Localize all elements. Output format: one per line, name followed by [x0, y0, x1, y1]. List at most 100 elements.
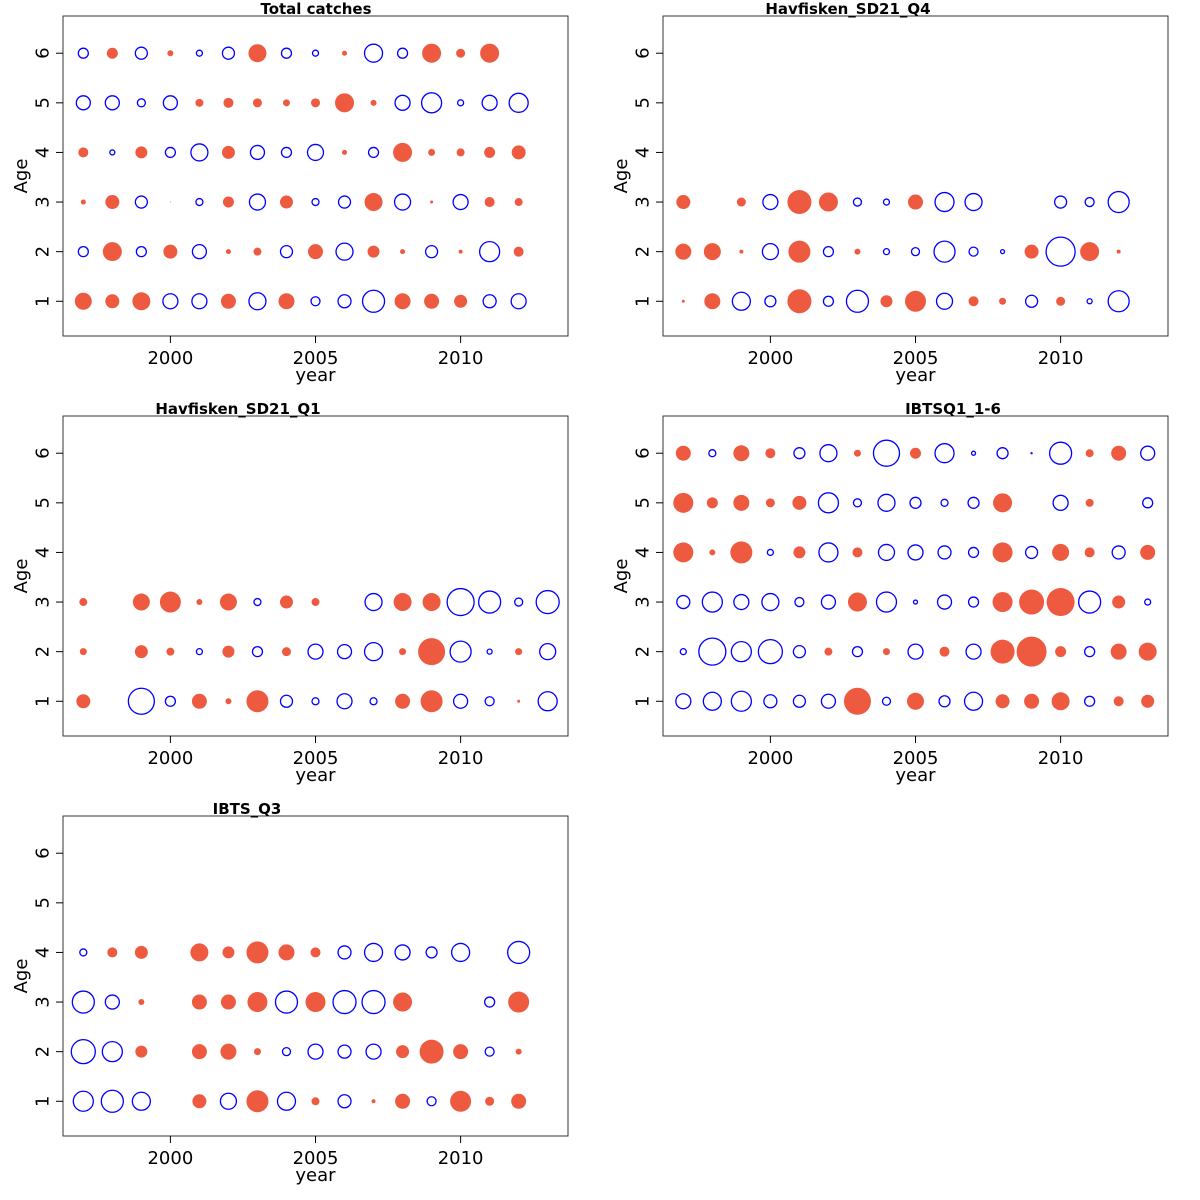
residual-bubble-negative: [222, 645, 235, 658]
residual-bubble-negative: [517, 699, 521, 703]
residual-bubble-negative: [223, 97, 234, 108]
residual-bubble-negative: [367, 245, 380, 258]
plot-frame: [62, 15, 569, 337]
residual-bubble-negative: [515, 648, 523, 656]
residual-bubble-negative: [1113, 696, 1124, 707]
residual-bubble-positive: [134, 46, 149, 60]
plot-frame: [62, 815, 569, 1137]
plot-frame: [662, 15, 1169, 337]
residual-bubble-negative: [1141, 694, 1155, 708]
residual-bubble-negative: [793, 546, 806, 559]
residual-bubble-positive: [937, 545, 952, 560]
residual-bubble-positive: [818, 542, 839, 563]
x-tick-label: 2000: [747, 348, 793, 369]
residual-bubble-negative: [428, 148, 436, 156]
residual-bubble-negative: [853, 449, 861, 457]
residual-bubble-negative: [905, 290, 926, 312]
residual-bubble-positive: [337, 1094, 352, 1109]
residual-bubble-positive: [877, 543, 896, 562]
residual-bubble-positive: [1086, 298, 1093, 305]
residual-bubble-positive: [537, 691, 558, 712]
residual-bubble-negative: [818, 192, 838, 212]
residual-bubble-negative: [370, 99, 377, 106]
residual-bubble-negative: [220, 1043, 237, 1060]
residual-bubble-positive: [336, 644, 353, 660]
residual-bubble-negative: [79, 598, 88, 607]
residual-bubble-positive: [1140, 445, 1156, 461]
residual-bubble-negative: [733, 494, 750, 511]
residual-bubble-positive: [77, 246, 89, 258]
residual-bubble-positive: [877, 493, 896, 512]
bubble-panel: Total catches 2000 2005 2010 year 1 2 3 4 5 6 Age: [11, 0, 569, 386]
residual-bubble-positive: [420, 92, 443, 114]
x-tick-label: 2010: [438, 1148, 484, 1169]
residual-bubble-positive: [367, 146, 380, 159]
residual-bubble-negative: [675, 445, 691, 461]
residual-bubble-negative: [1052, 543, 1070, 561]
residual-bubble-positive: [819, 444, 838, 463]
x-axis-label: year: [295, 365, 336, 386]
residual-bubble-positive: [456, 99, 465, 107]
y-tick-label: 1: [633, 696, 654, 707]
residual-bubble-negative: [246, 690, 269, 713]
residual-bubble-negative: [1016, 636, 1047, 667]
y-tick-label: 2: [33, 246, 54, 257]
residual-bubble-negative: [395, 693, 411, 709]
y-tick-label: 3: [633, 596, 654, 607]
x-axis-label: year: [895, 765, 936, 786]
residual-bubble-positive: [337, 294, 352, 309]
x-tick-label: 2005: [893, 348, 939, 369]
residual-bubble-positive: [935, 292, 954, 310]
residual-bubble-positive: [907, 544, 924, 561]
residual-bubble-negative: [992, 542, 1013, 563]
residual-bubble-negative: [704, 293, 721, 310]
residual-bubble-negative: [484, 197, 495, 208]
residual-bubble-positive: [162, 95, 179, 111]
residual-bubble-positive: [248, 292, 267, 311]
residual-bubble-positive: [136, 98, 147, 108]
residual-bubble-negative: [105, 195, 120, 210]
residual-bubble-positive: [477, 590, 502, 614]
residual-bubble-negative: [847, 592, 867, 612]
residual-bubble-negative: [907, 692, 924, 710]
panel-title: Havfisken_SD21_Q1: [155, 400, 320, 418]
residual-bubble-negative: [310, 947, 321, 958]
residual-bubble-negative: [706, 497, 718, 509]
residual-bubble-positive: [907, 643, 924, 660]
residual-bubble-negative: [456, 48, 466, 58]
residual-bubble-negative: [515, 1048, 522, 1055]
residual-bubble-positive: [792, 645, 807, 659]
x-tick-label: 2000: [147, 748, 193, 769]
residual-bubble-positive: [967, 496, 980, 509]
residual-bubble-negative: [1116, 249, 1121, 254]
residual-bubble-negative: [222, 196, 234, 208]
panel-title: IBTS_Q3: [213, 800, 282, 818]
residual-bubble-negative: [221, 145, 235, 159]
panel-title: IBTSQ1_1-6: [905, 400, 1001, 418]
residual-bubble-negative: [371, 1099, 376, 1104]
residual-bubble-positive: [1111, 545, 1126, 560]
residual-bubble-positive: [757, 639, 784, 665]
residual-bubble-positive: [764, 295, 777, 308]
residual-bubble-negative: [394, 293, 411, 310]
y-tick-label: 2: [33, 1046, 54, 1057]
residual-bubble-positive: [364, 592, 383, 612]
residual-bubble-negative: [248, 44, 267, 63]
residual-bubble-negative: [74, 292, 92, 310]
residual-bubble-negative: [480, 43, 500, 63]
y-tick-label: 1: [33, 1096, 54, 1107]
residual-bubble-positive: [762, 193, 779, 211]
residual-bubble-positive: [851, 646, 864, 658]
residual-bubble-positive: [675, 693, 692, 710]
residual-bubble-positive: [71, 990, 95, 1014]
residual-bubble-positive: [369, 697, 378, 706]
residual-bubble-negative: [393, 992, 413, 1012]
residual-bubble-positive: [164, 146, 177, 159]
residual-bubble-positive: [276, 1091, 297, 1111]
residual-bubble-negative: [134, 645, 148, 659]
residual-bubble-negative: [195, 98, 204, 107]
residual-bubble-negative: [220, 994, 236, 1010]
residual-bubble-negative: [311, 1097, 320, 1106]
residual-bubble-positive: [730, 690, 753, 712]
